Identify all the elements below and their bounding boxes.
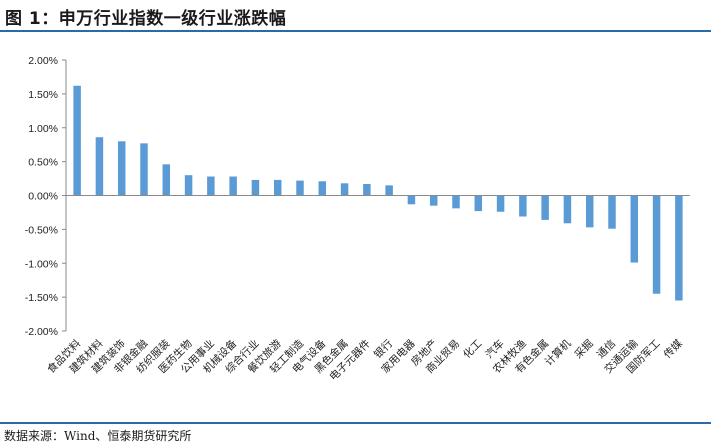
- bar-series: [73, 85, 683, 301]
- bar: [608, 195, 616, 229]
- title-rule: [0, 30, 711, 32]
- bar: [496, 195, 505, 212]
- bar: [675, 195, 683, 301]
- y-tick-label: 0.00%: [28, 191, 58, 203]
- bar: [273, 179, 282, 196]
- bar: [73, 85, 81, 196]
- bar: [429, 195, 438, 206]
- y-tick-label: -0.50%: [25, 224, 58, 236]
- bar: [251, 179, 260, 196]
- figure-title: 图 1：申万行业指数一级行业涨跌幅: [5, 9, 287, 29]
- x-category-label: 化工: [460, 337, 484, 361]
- bar: [541, 195, 549, 220]
- bar: [184, 175, 193, 196]
- bar: [162, 164, 171, 196]
- bar: [519, 195, 527, 217]
- bar: [95, 137, 104, 196]
- bar: [474, 195, 483, 212]
- footer-rule: [0, 422, 711, 424]
- bar: [140, 143, 148, 196]
- x-category-label: 采掘: [572, 337, 596, 361]
- bar: [407, 195, 416, 205]
- y-tick-label: 0.50%: [28, 157, 58, 169]
- bar: [452, 195, 460, 209]
- figure-title-bar: 图 1：申万行业指数一级行业涨跌幅: [0, 0, 711, 31]
- x-category-label: 计算机: [542, 337, 574, 369]
- y-axis: 2.00% 1.50% 1.00% 0.50% 0.00% -0.50% -1.00% -1.…: [25, 55, 67, 338]
- bar-chart: 2.00% 1.50% 1.00% 0.50% 0.00% -0.50% -1.00% -1.…: [25, 55, 690, 383]
- bar: [318, 181, 327, 196]
- bar: [652, 195, 661, 294]
- bar: [296, 180, 304, 196]
- y-tick-label: 1.50%: [28, 89, 58, 101]
- bar: [385, 185, 393, 196]
- y-tick-label: 2.00%: [28, 55, 58, 67]
- bar: [363, 183, 371, 196]
- y-tick-label: -1.00%: [25, 258, 58, 270]
- bar: [229, 176, 237, 196]
- bar: [340, 183, 349, 196]
- y-tick-label: -1.50%: [25, 292, 58, 304]
- y-tick-label: -2.00%: [25, 326, 58, 338]
- y-tick-label: 1.00%: [28, 123, 58, 135]
- source-note: 数据来源：Wind、恒泰期货研究所: [4, 429, 192, 443]
- bar: [117, 141, 126, 196]
- bar: [563, 195, 572, 224]
- bar: [585, 195, 594, 228]
- x-category-label: 传媒: [661, 337, 685, 361]
- bar: [630, 195, 639, 263]
- bar: [207, 176, 215, 196]
